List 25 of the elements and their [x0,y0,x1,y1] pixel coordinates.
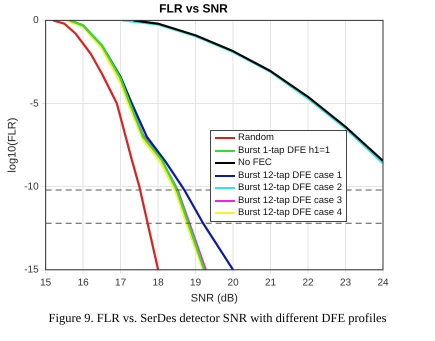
legend-label: Random [238,132,274,145]
x-tick-label: 16 [78,278,90,289]
y-axis-title: log10(FLR) [6,118,19,173]
y-tick-label: -5 [30,98,40,110]
legend-label: Burst 12-tap DFE case 1 [238,170,342,182]
legend-label: Burst 1-tap DFE h1=1 [238,144,330,158]
x-tick-label: 15 [40,278,52,289]
x-tick-label: 19 [190,278,202,289]
x-tick-label: 20 [228,278,240,289]
y-tick-label: -10 [24,181,40,192]
x-tick-label: 18 [152,278,164,289]
caption: Figure 9. FLR vs. SerDes detector SNR with different DFE profiles [48,311,388,326]
y-tick-label: -15 [24,264,40,276]
x-tick-label: 23 [340,278,352,289]
legend-label: Burst 12-tap DFE case 3 [238,194,342,208]
legend-label: Burst 12-tap DFE case 4 [238,207,342,220]
legend-label: No FEC [238,157,272,170]
x-tick-label: 24 [377,278,389,289]
legend-label: Burst 12-tap DFE case 2 [238,182,342,195]
y-tick-label: 0 [33,15,40,26]
x-tick-label: 17 [115,278,127,289]
x-tick-label: 22 [302,278,314,289]
x-tick-label: 21 [264,278,277,289]
chart-title: FLR vs SNR [159,2,228,16]
x-axis-title: SNR (dB) [190,292,238,304]
